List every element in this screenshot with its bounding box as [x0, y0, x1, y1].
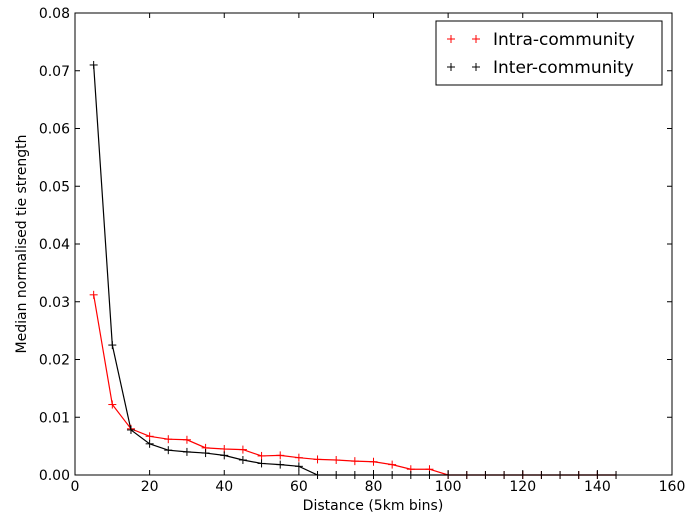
intra-community-point — [313, 455, 322, 464]
x-axis-label: Distance (5km bins) — [303, 498, 444, 514]
legend-items: Intra-community Inter-community — [447, 30, 635, 78]
intra-community-point — [145, 432, 154, 441]
x-tick-label: 160 — [659, 479, 686, 495]
intra-community-point — [238, 445, 247, 454]
y-tick-label: 0.05 — [39, 179, 70, 195]
intra-community-point — [332, 455, 341, 464]
y-tick-label: 0.02 — [39, 353, 70, 369]
intra-community-point — [164, 435, 173, 444]
x-tick-label: 0 — [71, 479, 80, 495]
y-tick-label: 0.06 — [39, 122, 70, 138]
intra-community-point — [182, 435, 191, 444]
x-tick-label: 140 — [584, 479, 611, 495]
tick-labels: 0 20 40 60 80 100 120 140 160 0.00 0.01 0.02 0.03 0.0… — [39, 6, 686, 495]
intra-community-point — [89, 290, 98, 299]
inter-community-point — [145, 439, 154, 448]
intra-community-point — [388, 460, 397, 469]
y-tick-label: 0.07 — [39, 64, 70, 80]
legend-marker-inter-community — [472, 63, 480, 71]
plot-frame — [74, 12, 673, 476]
y-tick-label: 0.04 — [39, 237, 70, 253]
inter-community-point — [182, 447, 191, 456]
intra-community-point — [276, 451, 285, 460]
y-tick-label: 0.00 — [39, 468, 70, 484]
inter-community-point — [126, 425, 135, 434]
legend-label-intra-community: Intra-community — [493, 30, 635, 50]
inter-community-point — [276, 460, 285, 469]
inter-community-point — [294, 462, 303, 471]
x-tick-label: 20 — [141, 479, 159, 495]
intra-community-point — [257, 451, 266, 460]
y-tick-label: 0.08 — [39, 6, 70, 22]
x-tick-label: 40 — [215, 479, 233, 495]
inter-community-point — [257, 459, 266, 468]
x-tick-label: 120 — [509, 479, 536, 495]
x-tick-label: 60 — [290, 479, 308, 495]
inter-community-point — [108, 341, 117, 350]
y-tick-label: 0.01 — [39, 410, 70, 426]
legend-label-inter-community: Inter-community — [493, 58, 634, 78]
legend-marker-inter-community — [447, 63, 455, 71]
intra-community-point — [294, 453, 303, 462]
plot-area — [75, 13, 672, 475]
inter-community-point — [220, 451, 229, 460]
y-axis-label: Median normalised tie strength — [14, 135, 30, 354]
x-tick-label: 80 — [365, 479, 383, 495]
intra-community-point — [369, 457, 378, 466]
legend: Intra-community Inter-community — [435, 20, 663, 86]
legend-marker-intra-community — [447, 35, 455, 43]
legend-marker-intra-community — [472, 35, 480, 43]
intra-community-point — [108, 400, 117, 409]
inter-community-point — [201, 449, 210, 458]
inter-community-point — [89, 60, 98, 69]
legend-box — [435, 20, 663, 86]
inter-community-point — [238, 455, 247, 464]
y-tick-label: 0.03 — [39, 295, 70, 311]
inter-community-point — [164, 446, 173, 455]
intra-community-point — [350, 457, 359, 466]
x-tick-label: 100 — [435, 479, 462, 495]
